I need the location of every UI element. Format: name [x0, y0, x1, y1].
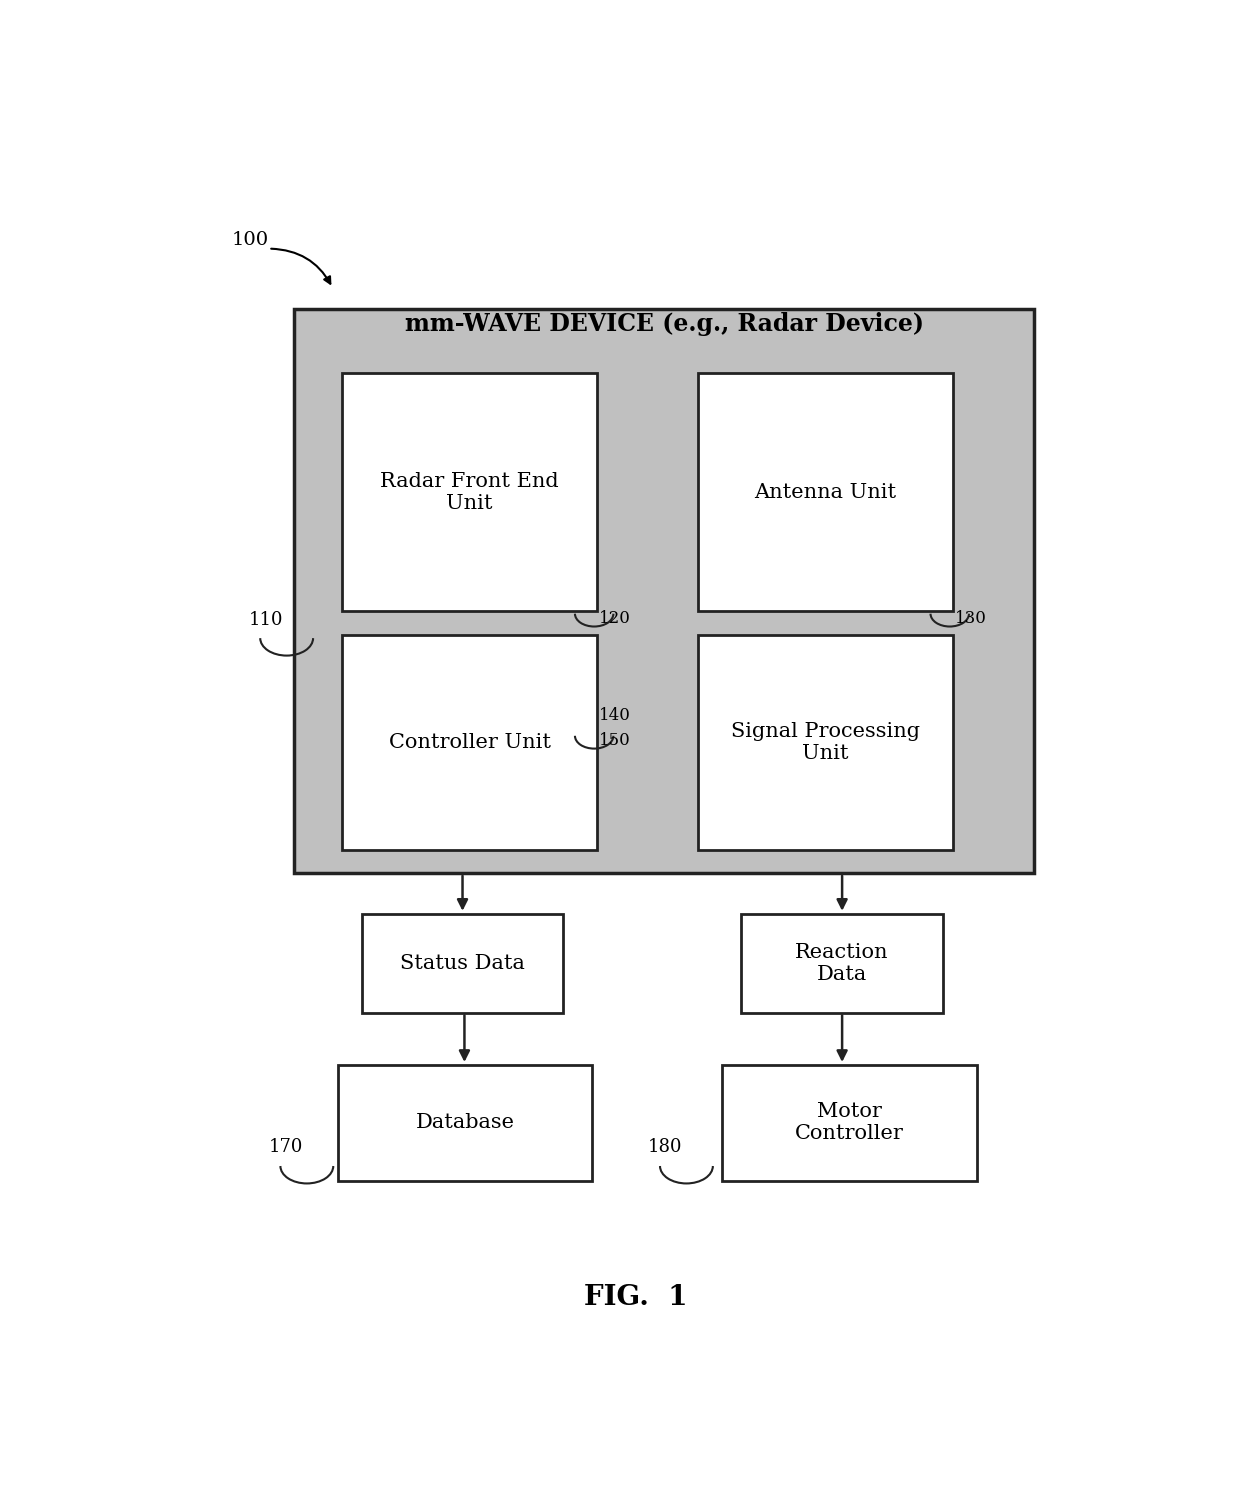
- Text: Controller Unit: Controller Unit: [388, 732, 551, 752]
- Bar: [342, 634, 596, 850]
- Bar: [362, 914, 563, 1013]
- Text: Antenna Unit: Antenna Unit: [754, 483, 897, 501]
- Bar: [722, 1065, 977, 1181]
- Bar: [742, 914, 942, 1013]
- Text: 140: 140: [599, 707, 631, 723]
- Text: 120: 120: [599, 610, 631, 627]
- Text: FIG.  1: FIG. 1: [584, 1284, 687, 1311]
- Bar: [294, 310, 1034, 873]
- Text: Database: Database: [415, 1113, 515, 1132]
- Text: 130: 130: [955, 610, 987, 627]
- Text: mm-WAVE DEVICE (e.g., Radar Device): mm-WAVE DEVICE (e.g., Radar Device): [404, 313, 924, 337]
- Text: 180: 180: [649, 1139, 682, 1157]
- Text: Reaction
Data: Reaction Data: [795, 942, 889, 983]
- Text: Status Data: Status Data: [401, 954, 525, 972]
- Text: 110: 110: [249, 612, 284, 630]
- Text: Signal Processing
Unit: Signal Processing Unit: [730, 722, 920, 763]
- Bar: [342, 373, 596, 612]
- Bar: [698, 373, 952, 612]
- Bar: [698, 634, 952, 850]
- Text: Radar Front End
Unit: Radar Front End Unit: [381, 471, 559, 513]
- Text: 170: 170: [268, 1139, 303, 1157]
- Text: 100: 100: [232, 231, 269, 249]
- Text: Motor
Controller: Motor Controller: [795, 1102, 904, 1143]
- Bar: [337, 1065, 593, 1181]
- Text: 150: 150: [599, 732, 631, 749]
